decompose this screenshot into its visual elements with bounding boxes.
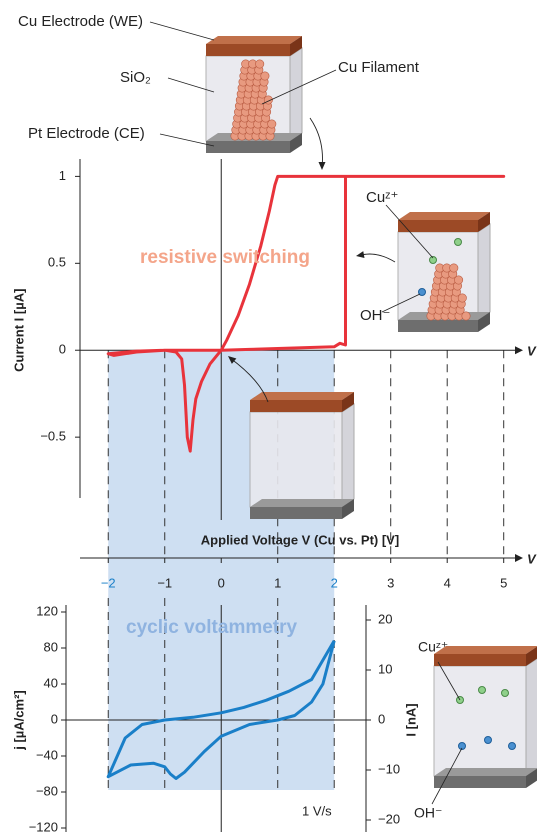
axis-symbol: V — [527, 551, 537, 566]
y-tick-label: 80 — [44, 639, 58, 654]
y2-tick-label: −10 — [378, 761, 400, 776]
cu-top — [398, 212, 490, 220]
cu-ion — [502, 690, 509, 697]
leader-line — [150, 22, 214, 40]
pt-electrode — [206, 141, 290, 153]
x-axis-label: Applied Voltage V (Cu vs. Pt) [V] — [201, 532, 399, 547]
y-tick-label: 0 — [59, 342, 66, 357]
y-tick-label: −120 — [29, 819, 58, 832]
y-tick-label: −40 — [36, 747, 58, 762]
cu-atom — [256, 60, 264, 68]
y-tick-label: 120 — [36, 603, 58, 618]
pt-top — [250, 499, 354, 507]
y2-tick-label: 20 — [378, 611, 392, 626]
glass-side — [290, 48, 302, 141]
pt-electrode — [398, 320, 478, 332]
y-tick-label: −0.5 — [40, 429, 66, 444]
annotation: cyclic voltammetry — [126, 617, 298, 638]
x-tick-label: 4 — [444, 575, 451, 590]
y2-axis-label: I [nA] — [403, 703, 418, 736]
y-tick-label: 0 — [51, 711, 58, 726]
y-tick-label: −80 — [36, 783, 58, 798]
device-illustration — [206, 36, 302, 153]
figure: −101345−22V−0.500.51Current I [µA]VAppli… — [0, 0, 537, 832]
y-tick-label: 1 — [59, 168, 66, 183]
device-illustration — [434, 646, 537, 788]
device-illustration — [398, 212, 490, 332]
scan-rate: 1 V/s — [302, 803, 332, 818]
y2-tick-label: −20 — [378, 811, 400, 826]
x-tick-label: 3 — [387, 575, 394, 590]
y-axis-label: j [µA/cm²] — [11, 690, 26, 751]
x-tick-label: 2 — [331, 575, 338, 590]
glass-side — [342, 404, 354, 507]
oh-ion — [485, 737, 492, 744]
y2-tick-label: 0 — [378, 711, 385, 726]
annotation: Pt Electrode (CE) — [28, 125, 145, 142]
cu-electrode — [250, 400, 342, 412]
x-tick-label: −1 — [157, 575, 172, 590]
arrow — [310, 118, 323, 168]
cu-electrode — [206, 44, 290, 56]
x-tick-label: 1 — [274, 575, 281, 590]
cu-atom — [450, 264, 458, 272]
axis-arrow — [515, 554, 523, 562]
pt-electrode — [434, 776, 526, 788]
y2-tick-label: 10 — [378, 661, 392, 676]
axis-arrow — [515, 346, 523, 354]
annotation: Cuᶻ⁺ — [418, 639, 448, 655]
annotation: Cuᶻ⁺ — [366, 189, 398, 206]
cu-ion — [455, 239, 462, 246]
cu-top — [434, 646, 537, 654]
annotation: Cu Filament — [338, 59, 420, 76]
x-tick-label: 0 — [218, 575, 225, 590]
y-tick-label: 0.5 — [48, 255, 66, 270]
arrow-head — [319, 162, 326, 170]
y-axis-label: Current I [µA] — [11, 289, 26, 372]
arrow-head — [355, 251, 364, 259]
x-tick-label: −2 — [101, 575, 116, 590]
cu-electrode — [398, 220, 478, 232]
annotation: OH⁻ — [414, 805, 442, 821]
oh-ion — [509, 743, 516, 750]
y-tick-label: 40 — [44, 675, 58, 690]
annotation: Cu Electrode (WE) — [18, 13, 143, 30]
cu-electrode — [434, 654, 526, 666]
glass-side — [478, 224, 490, 320]
cu-top — [206, 36, 302, 44]
annotation: SiO₂ — [120, 69, 151, 86]
glass-body — [250, 412, 342, 507]
glass-side — [526, 658, 537, 776]
axis-symbol: V — [527, 344, 537, 359]
cu-ion — [479, 687, 486, 694]
x-tick-label: 5 — [500, 575, 507, 590]
device-illustration — [250, 392, 354, 519]
annotation: OH⁻ — [360, 307, 390, 324]
glass-body — [434, 666, 526, 776]
annotation: resistive switching — [140, 247, 310, 268]
pt-electrode — [250, 507, 342, 519]
